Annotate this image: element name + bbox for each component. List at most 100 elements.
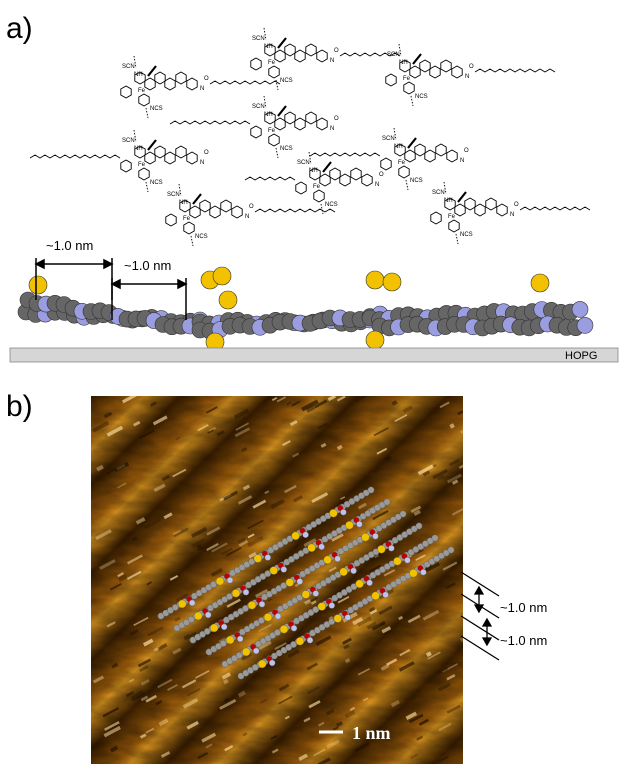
o-label: O — [334, 48, 339, 54]
lattice-nitrogen — [220, 623, 228, 631]
lattice-sulfur — [339, 567, 348, 577]
lattice-sulfur — [285, 578, 295, 587]
ring — [424, 149, 436, 163]
ring — [414, 143, 426, 157]
ring — [154, 145, 166, 159]
ring — [444, 197, 456, 211]
dashed-bond — [275, 147, 279, 159]
lattice-nitrogen — [290, 624, 298, 632]
scn-label: SCN — [167, 192, 180, 198]
alkyl-chain — [474, 68, 556, 73]
ring — [305, 43, 317, 57]
lattice-carbon — [383, 498, 391, 506]
ring — [394, 143, 406, 157]
alkyl-chain — [244, 176, 296, 181]
ring — [350, 167, 362, 181]
lattice-carbon — [415, 522, 423, 530]
ring — [164, 77, 176, 91]
ring — [403, 81, 415, 95]
ring — [485, 197, 497, 211]
ring — [186, 77, 198, 91]
ncs-label: NCS — [415, 94, 428, 100]
lattice-carbon — [367, 486, 375, 494]
fe-label: Fe — [268, 128, 276, 134]
ncs-label: NCS — [195, 234, 208, 240]
lattice-nitrogen — [296, 578, 304, 585]
dashed-bond — [393, 127, 397, 141]
ring — [361, 173, 373, 187]
n-label: N — [330, 126, 334, 132]
ring — [138, 93, 150, 107]
scn-label: SCN — [252, 36, 265, 42]
lattice-sulfur — [409, 568, 418, 578]
lattice-nitrogen — [258, 600, 266, 608]
ring — [199, 199, 211, 213]
ring — [179, 199, 191, 213]
lattice-nitrogen — [372, 532, 379, 540]
ring — [186, 151, 198, 165]
nh-label: NH — [179, 200, 188, 206]
afm-image — [91, 396, 463, 764]
lattice-sulfur — [393, 556, 402, 566]
ring — [154, 71, 166, 85]
ring — [120, 159, 132, 173]
fe-label: Fe — [138, 162, 146, 168]
dashed-bond — [308, 151, 312, 165]
wedge-bond — [457, 191, 467, 203]
lattice-sulfur — [291, 531, 300, 541]
lattice-nitrogen — [280, 566, 288, 573]
ring — [268, 133, 280, 147]
lattice-nitrogen — [350, 567, 357, 575]
ring — [446, 149, 458, 163]
scn-label: SCN — [297, 160, 310, 166]
dimension-arrows — [34, 258, 188, 320]
o-label: O — [204, 76, 209, 82]
alkyl-chain — [519, 206, 591, 211]
dashed-bond — [145, 181, 149, 193]
panel-b-label: b) — [6, 390, 33, 423]
alkyl-chain — [29, 154, 121, 159]
dashed-bond — [190, 235, 194, 247]
ring — [295, 181, 307, 195]
alkyl-chain — [209, 80, 281, 85]
o-label: O — [249, 204, 254, 210]
lattice-sulfur — [209, 623, 219, 633]
lattice-nitrogen — [366, 579, 373, 587]
wedge-bond — [192, 193, 202, 205]
ring — [474, 203, 486, 217]
nh-label: NH — [309, 168, 318, 174]
wedge-bond — [412, 53, 422, 65]
lattice-nitrogen — [404, 556, 411, 564]
n-label: N — [200, 86, 204, 92]
lattice-sulfur — [257, 659, 267, 669]
o-label: O — [334, 116, 339, 122]
ncs-label: NCS — [280, 78, 293, 84]
o-label: O — [469, 64, 474, 70]
scn-label: SCN — [252, 104, 265, 110]
nitrogen-atom — [576, 317, 594, 334]
dashed-bond — [410, 95, 414, 107]
scn-label: SCN — [382, 136, 395, 142]
ring — [284, 43, 296, 57]
wedge-bond — [147, 139, 157, 151]
scn-label: SCN — [122, 64, 135, 70]
molecular-overlay — [157, 486, 455, 680]
ncs-label: NCS — [280, 146, 293, 152]
lattice-sulfur — [377, 544, 386, 554]
ring — [144, 151, 156, 165]
ring — [329, 167, 341, 181]
sulfur-atom — [365, 330, 385, 350]
nh-label: NH — [399, 60, 408, 66]
lattice-carbon — [447, 546, 455, 554]
ring — [464, 197, 476, 211]
ncs-label: NCS — [150, 106, 163, 112]
lattice-nitrogen — [188, 599, 196, 607]
ring — [250, 125, 262, 139]
ring — [380, 157, 392, 171]
lattice-sulfur — [329, 508, 338, 518]
ring — [319, 173, 331, 187]
lattice-nitrogen — [340, 508, 347, 516]
